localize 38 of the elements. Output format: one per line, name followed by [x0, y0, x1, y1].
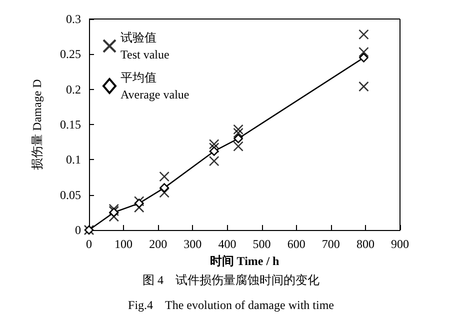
point — [208, 139, 220, 150]
point — [233, 124, 244, 135]
point — [358, 46, 369, 58]
legend-label: 试验值 Test value — [120, 30, 170, 62]
x-tick-label: 900 — [391, 237, 409, 251]
x-tick-label: 800 — [356, 237, 374, 251]
x-tick-label: 700 — [322, 237, 340, 251]
point — [159, 171, 170, 182]
point — [234, 134, 243, 144]
point — [160, 183, 169, 192]
point — [358, 29, 369, 40]
y-tick-label: 0 — [75, 223, 81, 237]
x-tick-label: 0 — [86, 237, 92, 251]
point — [358, 81, 369, 92]
y-axis-title: 损伤量 Damage D — [30, 78, 44, 170]
y-tick-label: 0.25 — [60, 47, 81, 62]
y-tick-label: 0.2 — [66, 82, 81, 96]
y-tick-label: 0.05 — [60, 188, 81, 202]
x-tick-label: 300 — [184, 237, 202, 251]
x-tick-label: 400 — [218, 237, 236, 251]
point — [159, 188, 170, 198]
y-tick-label: 0.1 — [66, 152, 81, 167]
y-tick-label: 0.15 — [60, 118, 81, 132]
x-tick-label: 100 — [114, 237, 133, 251]
caption: Fig.4 The evolution of damage with time — [128, 298, 334, 312]
point — [359, 53, 368, 62]
x-axis-title: 时间 Time / h — [210, 254, 280, 268]
point — [208, 156, 220, 166]
x-tick-label: 200 — [149, 237, 168, 251]
point — [233, 128, 244, 138]
legend-label: 平均值 Average value — [120, 70, 190, 102]
x-tick-label: 600 — [287, 237, 306, 251]
point — [233, 141, 244, 152]
point — [134, 198, 144, 208]
y-tick-label: 0.3 — [66, 12, 81, 26]
caption: 图 4 试件损伤量腐蚀时间的变化 — [142, 273, 320, 287]
point — [209, 146, 219, 156]
x-tick-label: 500 — [252, 237, 271, 251]
